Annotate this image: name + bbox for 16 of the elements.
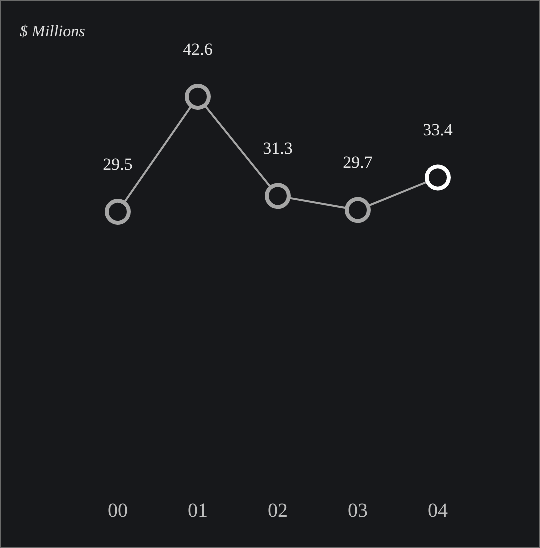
x-tick-label: 01	[188, 500, 208, 522]
point	[345, 197, 371, 224]
point	[105, 198, 131, 225]
data-label: 31.3	[263, 139, 293, 158]
point	[265, 183, 291, 210]
x-tick-label: 03	[348, 500, 368, 522]
point	[425, 164, 451, 191]
data-label: 29.7	[343, 153, 374, 172]
y-axis-title: $ Millions	[20, 24, 86, 40]
data-label: 29.5	[103, 154, 133, 174]
data-label: 33.4	[423, 120, 454, 140]
x-tick-label: 00	[108, 500, 128, 522]
point	[185, 84, 211, 110]
x-tick-label: 04	[428, 500, 448, 522]
data-label: 42.6	[183, 40, 213, 59]
x-tick-label: 02	[268, 500, 288, 522]
